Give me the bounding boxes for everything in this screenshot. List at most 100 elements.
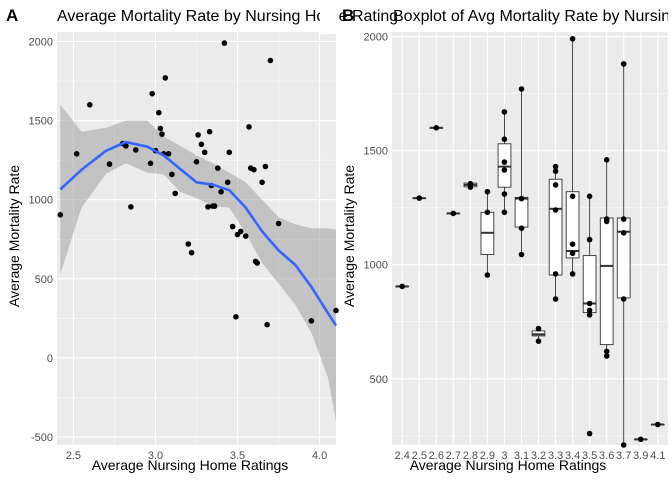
data-point <box>501 191 508 197</box>
data-point <box>501 209 508 216</box>
data-point <box>215 165 221 171</box>
data-point <box>198 141 205 148</box>
data-point <box>147 160 154 167</box>
data-point <box>586 193 593 200</box>
data-point <box>157 125 164 132</box>
data-point <box>552 207 559 213</box>
panel-b-title: Boxplot of Avg Mortality Rate by Nursing… <box>393 8 672 25</box>
box <box>548 178 563 276</box>
data-point <box>620 216 627 222</box>
data-point <box>552 168 559 174</box>
panel-a-y-tick-label: 500 <box>35 274 53 286</box>
panel-b-y-tick-label: 2000 <box>364 32 388 44</box>
box <box>565 191 580 259</box>
data-point <box>251 166 257 173</box>
data-point <box>242 233 249 239</box>
data-point <box>484 272 491 278</box>
panel-a-y-axis-title: Average Mortality Rate <box>6 165 22 307</box>
data-point <box>246 124 252 130</box>
data-point <box>535 338 542 345</box>
data-point <box>399 283 406 290</box>
data-point <box>501 136 508 142</box>
panel-b-x-tick-label: 2.4 <box>395 450 410 462</box>
panel-b-x-tick-label: 4.1 <box>650 450 665 462</box>
data-point <box>552 296 559 302</box>
panel-a-y-tick-label: 0 <box>47 353 53 365</box>
data-point <box>73 151 80 157</box>
data-point <box>254 260 260 266</box>
panel-a-title: Average Mortality Rate by Nursing Home R… <box>57 8 398 25</box>
data-point <box>156 109 162 116</box>
data-point <box>620 230 627 236</box>
data-point <box>569 241 576 247</box>
data-point <box>552 271 559 277</box>
panel-a-y-tick-label: 1000 <box>29 195 53 207</box>
data-point <box>165 151 172 157</box>
box <box>599 217 614 346</box>
data-point <box>264 321 270 328</box>
data-point <box>586 430 593 437</box>
panel-a-x-tick-label: 3.5 <box>230 450 245 462</box>
panel-b-x-tick-label: 3.4 <box>565 450 580 462</box>
data-point <box>123 143 129 149</box>
panel-b-y-tick-label: 500 <box>370 374 388 386</box>
data-point <box>569 36 576 42</box>
data-point <box>569 250 576 257</box>
data-point <box>535 325 542 332</box>
data-point <box>193 159 200 165</box>
data-point <box>159 131 165 137</box>
data-point <box>603 353 610 359</box>
box <box>616 217 631 299</box>
data-point <box>205 204 211 210</box>
panel-b-y-tick-label: 1000 <box>364 260 388 272</box>
data-point <box>106 161 113 167</box>
data-point <box>620 61 627 67</box>
data-point <box>552 163 559 170</box>
data-point <box>586 236 593 243</box>
data-point <box>569 193 576 200</box>
title-clip-mask <box>320 0 338 34</box>
panel-b-x-tick-label: 3 <box>501 450 507 462</box>
data-point <box>655 421 661 428</box>
data-point <box>433 125 440 131</box>
panel-b-x-tick-label: 3.3 <box>548 450 563 462</box>
data-point <box>416 195 423 201</box>
panel-a-x-axis-title: Average Nursing Home Ratings <box>92 457 289 473</box>
panel-b: B Boxplot of Avg Mortality Rate by Nursi… <box>341 6 672 473</box>
data-point <box>450 210 457 217</box>
data-point <box>57 212 64 218</box>
panel-b-y-tick-label: 1500 <box>364 146 388 158</box>
data-point <box>149 90 155 97</box>
data-point <box>128 204 134 210</box>
data-point <box>518 195 525 202</box>
data-point <box>484 209 491 216</box>
data-point <box>201 149 208 156</box>
data-point <box>518 225 525 231</box>
data-point <box>133 147 139 153</box>
panel-b-x-tick-label: 3.2 <box>531 450 546 462</box>
data-point <box>226 149 233 156</box>
data-point <box>262 163 269 170</box>
panel-a-tag: A <box>6 6 18 25</box>
panel-a-y-tick-label: -500 <box>31 432 53 444</box>
panel-b-x-axis-title: Average Nursing Home Ratings <box>410 457 607 473</box>
data-point <box>229 223 236 230</box>
panel-b-x-tick-label: 2.5 <box>412 450 427 462</box>
right-edge-mask <box>668 0 672 34</box>
data-point <box>569 271 576 277</box>
data-point <box>603 157 610 163</box>
data-point <box>586 307 593 314</box>
panel-b-x-tick-label: 2.8 <box>463 450 478 462</box>
data-point <box>308 318 315 324</box>
data-point <box>238 228 244 235</box>
data-point <box>501 109 508 115</box>
data-point <box>467 184 474 190</box>
data-point <box>518 251 525 258</box>
smooth-trend-line <box>59 140 338 327</box>
panel-b-marks <box>395 36 665 448</box>
box <box>514 196 529 228</box>
panel-b-y-axis-title: Average Mortality Rate <box>341 165 357 307</box>
data-point <box>211 203 218 209</box>
panel-b-x-tick-label: 2.7 <box>446 450 461 462</box>
